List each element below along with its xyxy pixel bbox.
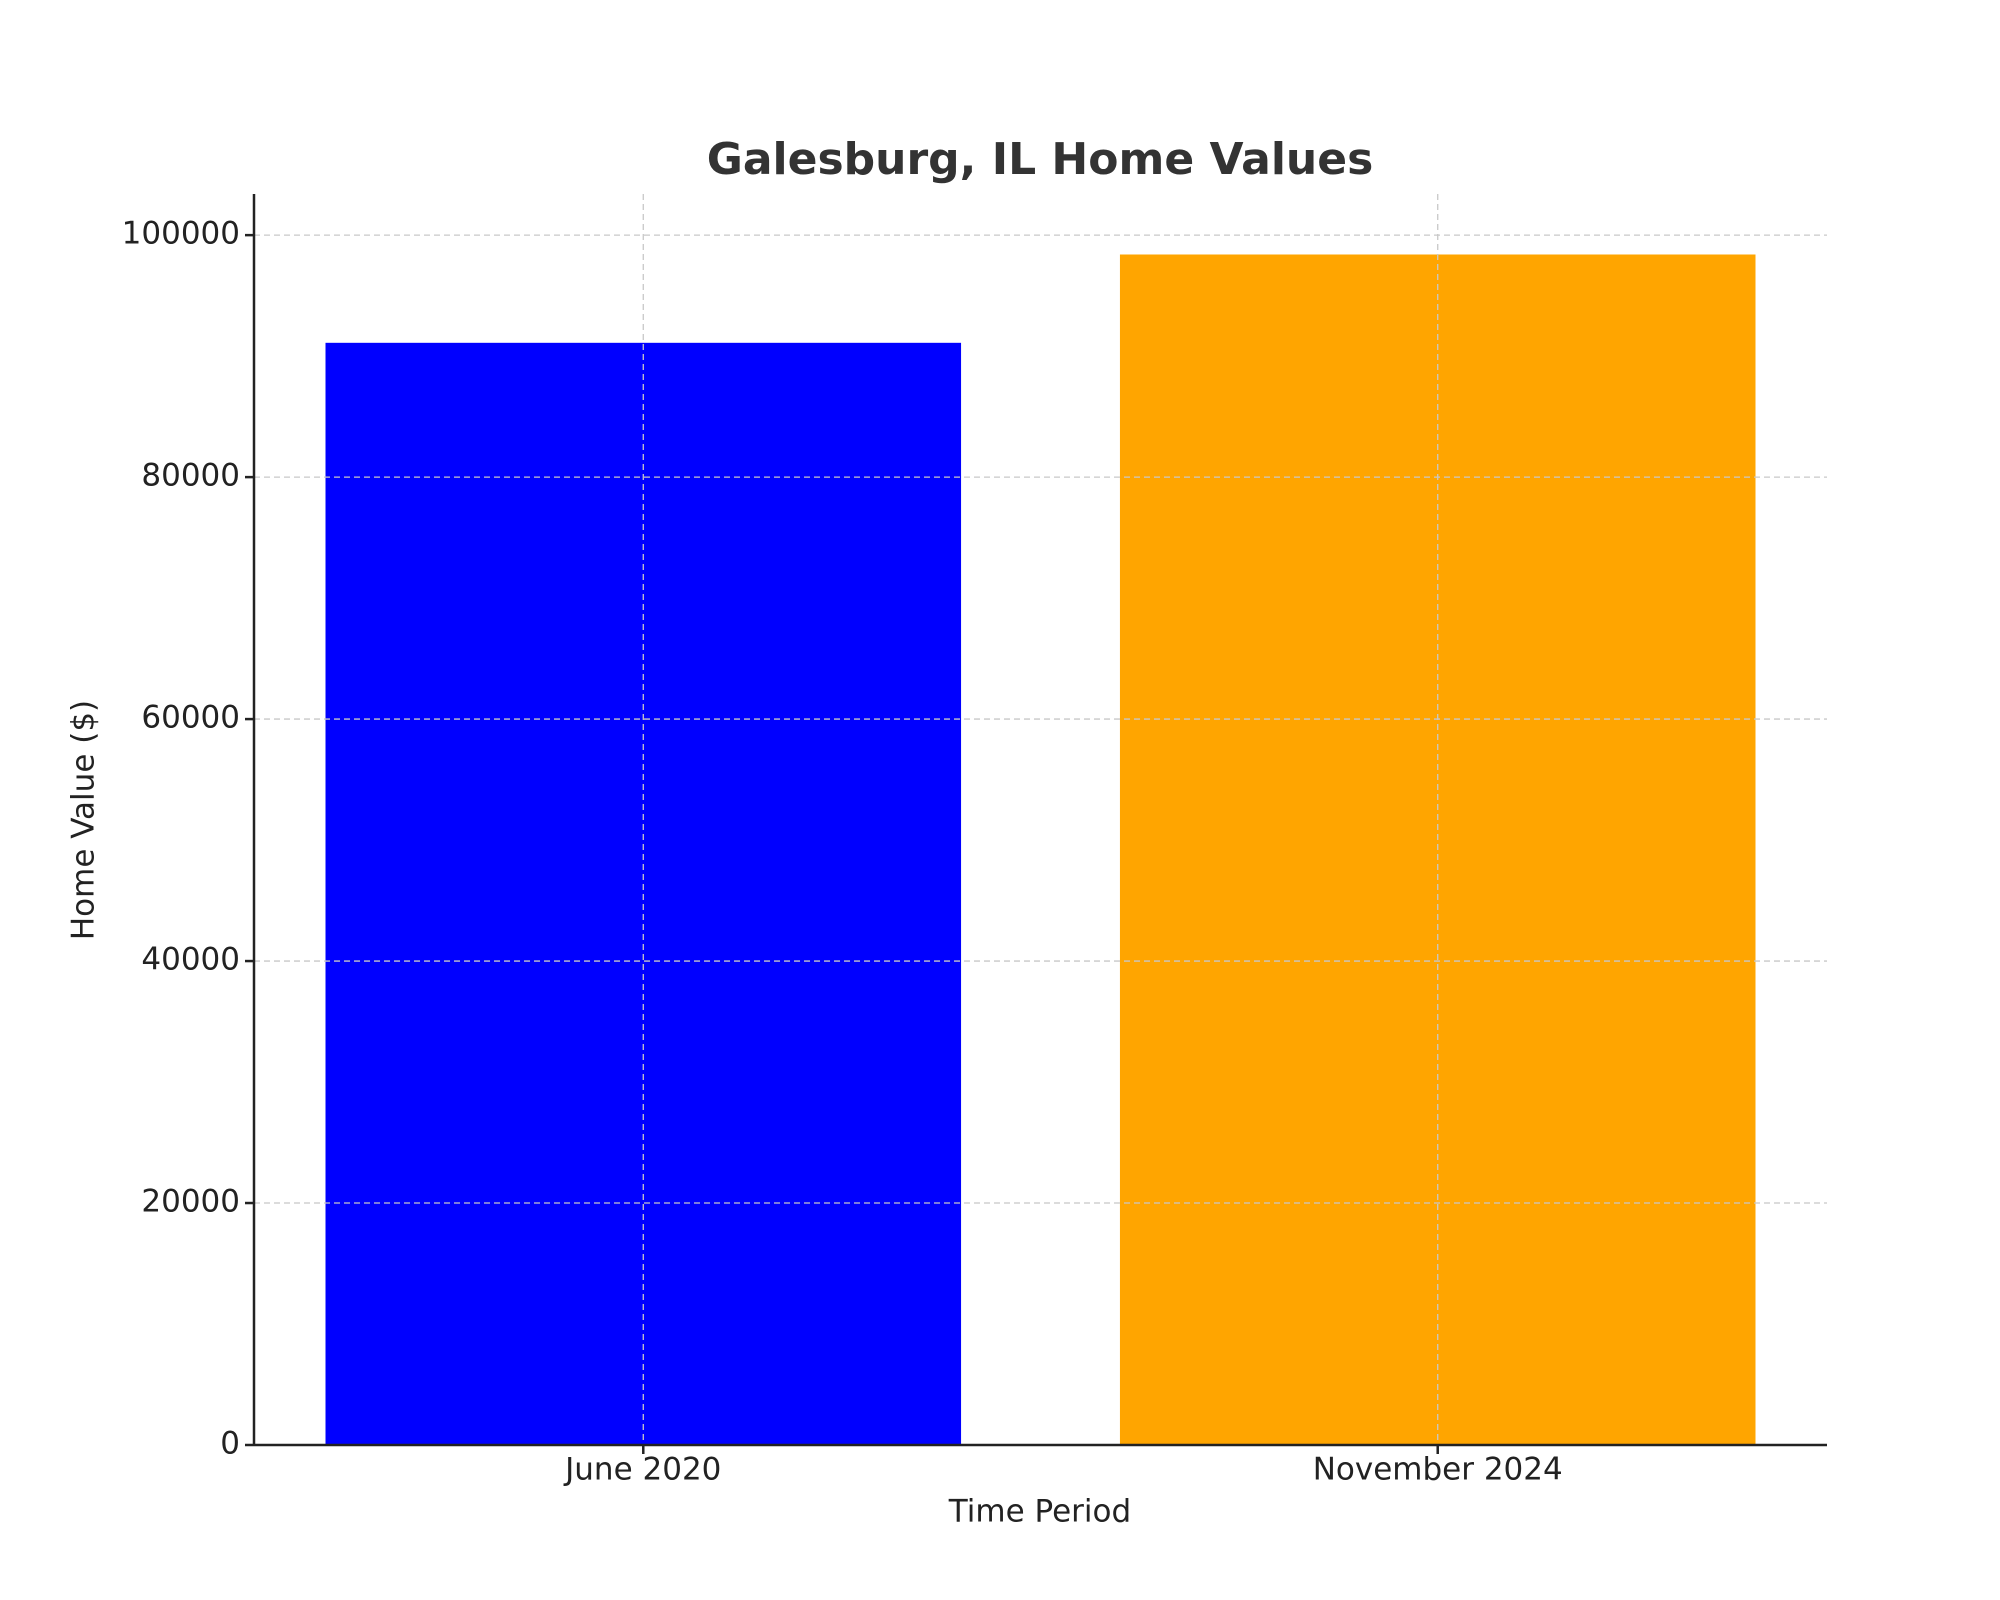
x-tick-label: November 2024 [1313,1452,1563,1488]
y-axis-label: Home Value ($) [66,700,102,940]
x-axis-label: Time Period [948,1494,1131,1530]
y-tick-label: 80000 [141,458,240,494]
y-tick-label: 40000 [141,942,240,978]
y-tick-label: 0 [220,1426,240,1462]
y-tick-label: 60000 [141,700,240,736]
y-tick-label: 100000 [122,216,240,252]
y-tick-label: 20000 [141,1184,240,1220]
chart-title: Galesburg, IL Home Values [707,134,1374,185]
x-tick-label: June 2020 [563,1452,721,1488]
